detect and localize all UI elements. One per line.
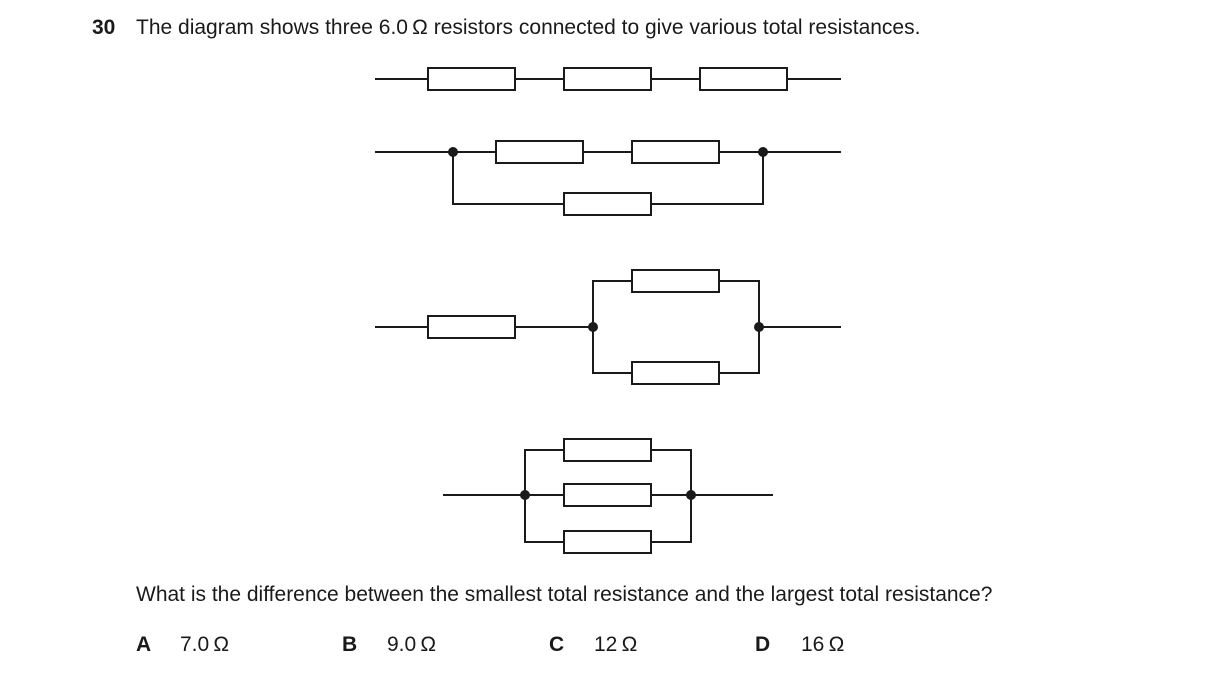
question-number: 30	[92, 16, 116, 39]
resistor	[495, 140, 584, 164]
resistor	[427, 315, 516, 339]
junction-dot	[758, 147, 768, 157]
resistor	[427, 67, 516, 91]
question-stem: The diagram shows three 6.0 Ω resistors …	[136, 16, 921, 39]
option-a-value[interactable]: 7.0 Ω	[180, 633, 230, 656]
circuit-series-with-parallel	[375, 269, 841, 385]
resistor	[563, 483, 652, 507]
circuit-series	[375, 67, 841, 91]
option-c-value[interactable]: 12 Ω	[594, 633, 638, 656]
junction-dot	[520, 490, 530, 500]
junction-dot	[686, 490, 696, 500]
resistor	[563, 192, 652, 216]
resistor	[631, 140, 720, 164]
resistor	[631, 269, 720, 293]
resistor	[563, 530, 652, 554]
resistor	[563, 438, 652, 462]
circuit-two-series-parallel-one	[375, 140, 841, 216]
option-d-value[interactable]: 16 Ω	[801, 633, 845, 656]
resistor	[699, 67, 788, 91]
junction-dot	[588, 322, 598, 332]
junction-dot	[754, 322, 764, 332]
option-c-letter[interactable]: C	[549, 633, 565, 656]
resistor	[631, 361, 720, 385]
resistor	[563, 67, 652, 91]
junction-dot	[448, 147, 458, 157]
circuit-parallel	[443, 438, 773, 554]
option-d-letter[interactable]: D	[755, 633, 771, 656]
option-b-value[interactable]: 9.0 Ω	[387, 633, 437, 656]
question-prompt: What is the difference between the small…	[136, 583, 993, 606]
option-a-letter[interactable]: A	[136, 633, 152, 656]
option-b-letter[interactable]: B	[342, 633, 358, 656]
